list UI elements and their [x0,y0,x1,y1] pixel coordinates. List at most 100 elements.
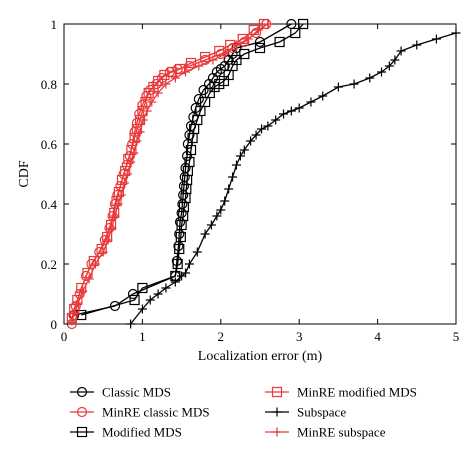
data-point-minre-subspace [161,79,171,89]
x-tick-label: 0 [61,329,68,344]
data-point-minre-subspace [253,25,263,35]
legend: Classic MDS MinRE classic MDS Modified MDS… [70,385,417,440]
data-point-subspace [306,97,316,107]
x-axis-ticks: 0 1 2 3 4 5 [61,24,459,344]
legend-item-minre-modified-mds: MinRE modified MDS [265,385,417,400]
data-point-subspace [220,196,230,206]
data-point-minre-subspace [78,286,88,296]
data-point-modified-mds [175,231,186,243]
data-point-subspace [294,103,304,113]
data-point-minre-subspace [123,169,133,179]
data-point-subspace [349,79,359,89]
data-point-minre-modified-mds [200,51,211,63]
data-point-minre-classic-mds [134,108,145,120]
legend-item-minre-classic-mds: MinRE classic MDS [70,405,210,420]
data-point-modified-mds [137,282,148,294]
data-point-minre-subspace [243,34,253,44]
data-point-subspace [257,124,267,134]
legend-marker [272,427,282,437]
data-point-classic-mds [109,300,121,312]
data-point-subspace [279,109,289,119]
legend-label: Modified MDS [102,425,182,440]
legend-label: MinRE modified MDS [297,385,417,400]
y-tick-label: 0.8 [41,77,57,92]
data-point-subspace [390,55,400,65]
data-point-modified-mds [274,36,285,48]
data-point-subspace [396,46,406,56]
data-point-minre-modified-mds [76,282,87,294]
legend-marker [272,407,282,417]
data-point-subspace [145,295,155,305]
data-point-subspace [212,211,222,221]
data-point-subspace [137,304,147,314]
data-point-subspace [251,130,261,140]
data-point-minre-subspace [135,127,145,137]
data-point-minre-subspace [98,247,108,257]
data-point-minre-subspace [194,61,204,71]
data-point-subspace [126,319,136,329]
series-subspace [126,28,461,329]
y-axis-label: CDF [17,160,32,187]
data-point-subspace [231,160,241,170]
x-tick-label: 2 [218,329,225,344]
data-point-minre-modified-mds [174,63,186,75]
series-layer [66,18,461,330]
data-point-minre-subspace [67,316,77,326]
data-point-classic-mds [127,288,139,300]
legend-marker [76,406,88,418]
y-tick-label: 0.4 [41,197,58,212]
data-point-modified-mds [172,258,183,270]
data-point-minre-subspace [90,259,100,269]
series-modified-mds [76,18,309,321]
data-point-subspace [365,73,375,83]
data-point-modified-mds [184,156,195,168]
data-point-minre-subspace [221,49,231,59]
data-point-classic-mds [198,84,209,96]
data-point-minre-subspace [84,274,94,284]
data-point-minre-subspace [147,97,157,107]
series-minre-classic-mds [66,18,272,330]
y-tick-label: 1 [51,17,58,32]
data-point-subspace [384,61,394,71]
legend-label: Subspace [297,405,346,420]
plot-frame [63,23,457,325]
data-point-minre-subspace [181,67,191,77]
data-point-subspace [184,259,194,269]
data-point-subspace [246,136,256,146]
data-point-subspace [216,205,226,215]
data-point-minre-subspace [231,40,241,50]
data-point-minre-modified-mds [113,186,124,198]
data-point-subspace [451,28,461,38]
data-point-minre-modified-mds [88,255,99,267]
y-tick-label: 0.2 [41,257,57,272]
y-axis-ticks: 0 0.2 0.4 0.6 0.8 1 [41,17,456,332]
data-point-minre-subspace [170,73,180,83]
legend-item-subspace: Subspace [265,405,346,420]
legend-item-classic-mds: Classic MDS [70,385,171,400]
legend-marker [271,386,283,398]
data-point-subspace [235,151,245,161]
data-point-minre-modified-mds [126,144,137,156]
y-tick-label: 0.6 [41,137,58,152]
y-tick-label: 0 [51,317,58,332]
data-point-minre-modified-mds [159,69,170,81]
data-point-minre-subspace [138,115,148,125]
data-point-classic-mds [193,93,204,105]
data-point-subspace [263,121,273,131]
x-tick-label: 4 [374,329,381,344]
data-point-minre-subspace [107,223,117,233]
legend-label: MinRE subspace [297,425,386,440]
data-point-subspace [318,91,328,101]
data-point-subspace [192,247,202,257]
data-point-minre-subspace [153,88,163,98]
data-point-modified-mds [239,48,250,60]
data-point-subspace [224,184,234,194]
data-point-minre-classic-mds [151,78,162,90]
data-point-minre-subspace [126,157,136,167]
data-point-minre-classic-mds [145,84,156,96]
data-point-modified-mds [298,18,309,30]
data-point-subspace [206,220,216,230]
data-point-minre-subspace [263,19,273,29]
plot-area: 0 1 2 3 4 5 0 0.2 0.4 0.6 0.8 1 [41,17,461,344]
